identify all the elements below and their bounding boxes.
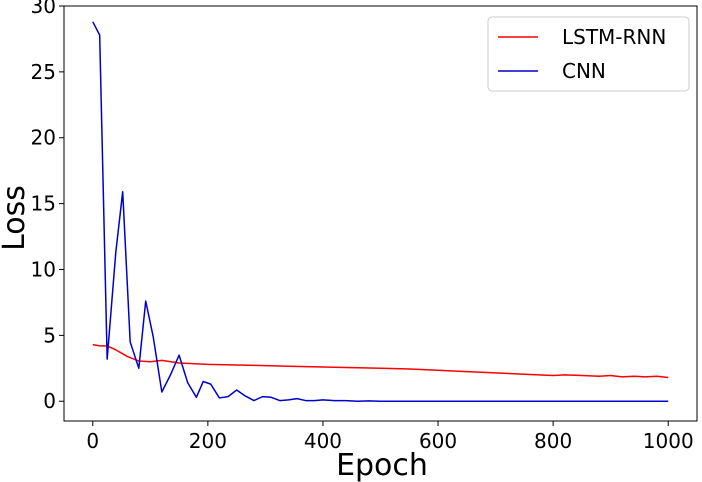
x-tick-label: 0 <box>86 429 99 453</box>
series-line-cnn <box>92 21 669 402</box>
y-axis-title: Loss <box>0 185 32 251</box>
y-tick-label: 10 <box>31 257 56 281</box>
y-tick-label: 15 <box>31 192 56 216</box>
y-tick-label: 0 <box>43 389 56 413</box>
series-line-lstm-rnn <box>92 343 669 379</box>
x-tick-label: 1000 <box>643 429 694 453</box>
y-tick-label: 30 <box>31 0 56 18</box>
y-tick-label: 5 <box>43 323 56 347</box>
x-tick-label: 400 <box>304 429 342 453</box>
legend-label-lstm-rnn: LSTM-RNN <box>562 25 666 49</box>
x-axis-title: Epoch <box>336 448 428 482</box>
y-tick-label: 25 <box>31 60 56 84</box>
y-tick-label: 20 <box>31 126 56 150</box>
legend-box <box>487 16 690 92</box>
x-tick-label: 600 <box>419 429 457 453</box>
x-tick-label: 800 <box>534 429 572 453</box>
legend-label-cnn: CNN <box>562 59 606 83</box>
x-tick-label: 200 <box>189 429 227 453</box>
plot-frame <box>63 5 698 422</box>
